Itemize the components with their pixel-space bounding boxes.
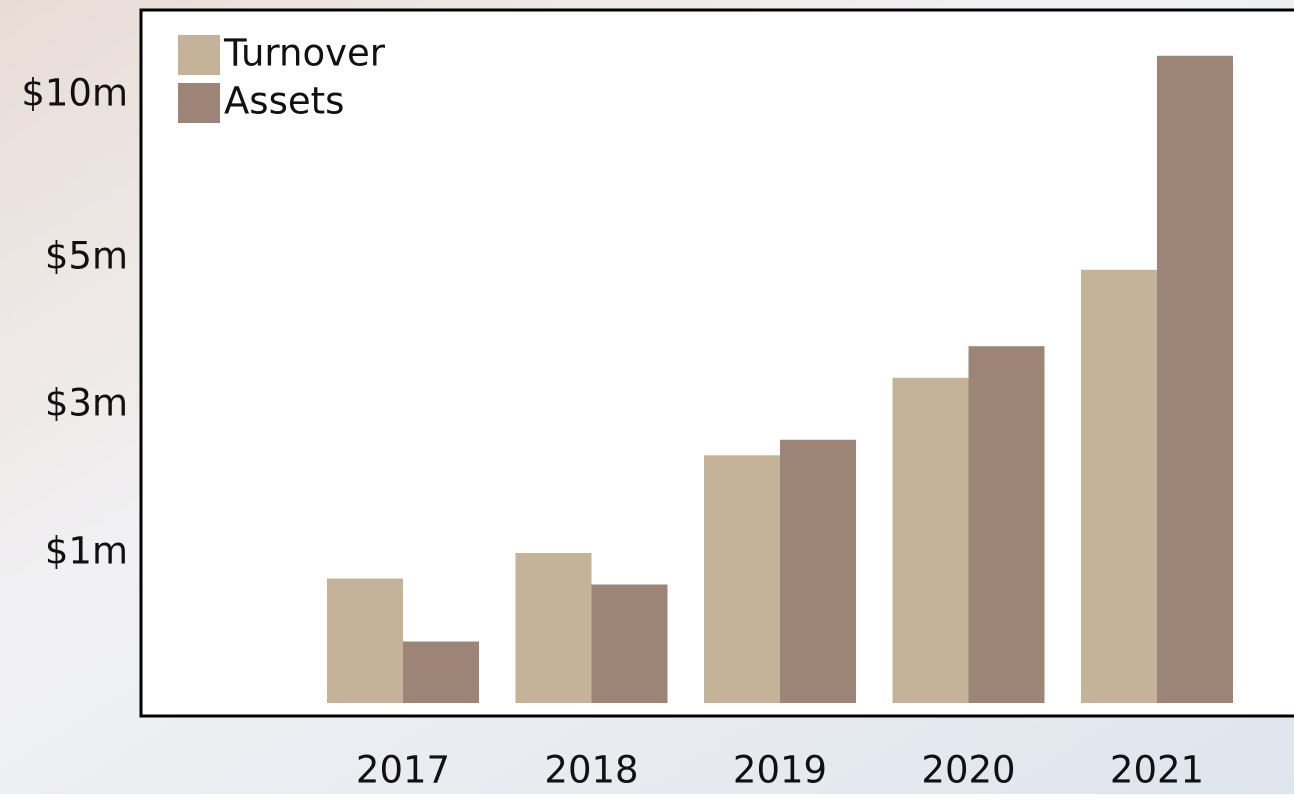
- bar: [516, 553, 592, 703]
- y-tick-label: $1m: [45, 530, 128, 573]
- x-tick-label: 2018: [544, 749, 638, 792]
- x-tick-label: 2017: [356, 749, 450, 792]
- chart: $1m $3m $5m $10m 2017 2018 2019 2020 2021 Turnove…: [0, 0, 1294, 794]
- legend-label: Turnover: [223, 32, 386, 75]
- x-tick-label: 2020: [921, 749, 1015, 792]
- bar: [893, 378, 969, 703]
- bar: [327, 579, 403, 704]
- bar: [592, 585, 668, 704]
- x-tick-label: 2019: [733, 749, 827, 792]
- y-tick-label: $3m: [45, 382, 128, 425]
- x-tick-label: 2021: [1110, 749, 1204, 792]
- bar: [403, 642, 479, 704]
- y-tick-label: $10m: [21, 72, 128, 115]
- bar: [1081, 270, 1157, 703]
- legend-swatch: [178, 83, 220, 123]
- legend-swatch: [178, 35, 220, 75]
- bar: [1157, 56, 1233, 703]
- bar: [969, 346, 1045, 703]
- bar: [780, 440, 856, 703]
- bar: [704, 455, 780, 703]
- y-tick-label: $5m: [45, 235, 128, 278]
- legend-label: Assets: [224, 80, 344, 123]
